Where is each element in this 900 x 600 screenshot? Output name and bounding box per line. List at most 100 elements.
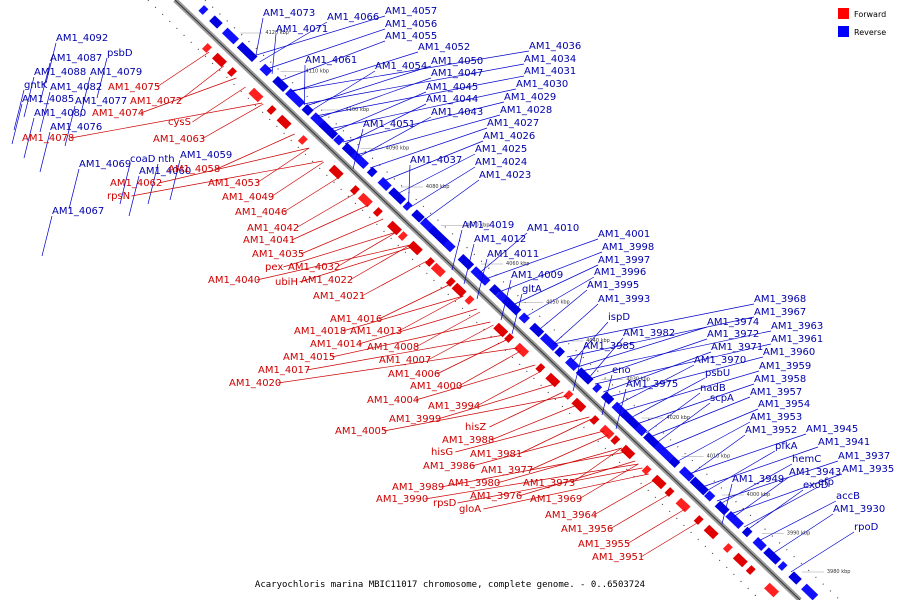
forward-gene-label: hisZ — [465, 422, 486, 433]
forward-leader-line — [178, 65, 224, 102]
reverse-leader-line — [41, 215, 53, 257]
reverse-gene-arrow — [600, 391, 615, 405]
forward-gene-label: AM1_3999 — [389, 414, 441, 425]
reverse-gene-arrow — [341, 142, 357, 158]
forward-gene-label: AM1_4063 — [153, 134, 205, 145]
forward-gene-label: AM1_4018 — [294, 326, 346, 337]
reverse-leader-line — [96, 57, 108, 99]
reverse-gene-arrow — [333, 134, 345, 146]
forward-gene-label: AM1_3964 — [545, 510, 597, 521]
forward-gene-arrow — [693, 515, 704, 525]
reverse-leader-line — [23, 117, 35, 159]
reverse-leader-line — [79, 76, 91, 118]
reverse-gene-label: AM1_4036 — [529, 41, 581, 52]
reverse-leader-line — [743, 486, 819, 528]
reverse-gene-arrow — [714, 500, 730, 516]
reverse-leader-line — [571, 321, 609, 363]
forward-gene-arrow — [535, 363, 546, 373]
forward-gene-label: AM1_4049 — [222, 192, 274, 203]
reverse-gene-label: AM1_3967 — [754, 307, 806, 318]
reverse-gene-label: AM1_3935 — [842, 464, 894, 475]
forward-leader-line — [158, 147, 310, 184]
reverse-leader-line — [512, 264, 599, 306]
reverse-gene-arrow — [763, 547, 782, 565]
reverse-gene-label: eno — [612, 365, 631, 376]
reverse-leader-line — [451, 229, 463, 271]
forward-gene-label: AM1_4015 — [283, 352, 335, 363]
reverse-leader-line — [656, 402, 711, 444]
reverse-leader-line — [315, 75, 525, 117]
reverse-gene-label: AM1_4061 — [305, 55, 357, 66]
kbp-tick-label: 3990 kbp — [787, 531, 811, 537]
reverse-gene-label: AM1_4092 — [56, 33, 108, 44]
forward-leader-line — [299, 246, 413, 283]
kbp-tick-group: 4120 kbp 4110 kbp 4100 kbp 4090 kbp 4080 kbp… — [240, 30, 850, 575]
reverse-leader-line — [538, 289, 588, 331]
reverse-leader-line — [423, 179, 480, 221]
forward-leader-line — [457, 467, 643, 504]
forward-gene-arrow — [451, 282, 467, 298]
forward-gene-arrow — [387, 220, 402, 236]
kbp-tick-label: 4110 kbp — [306, 69, 330, 75]
reverse-leader-line — [396, 153, 476, 195]
reverse-gene-label: AM1_4076 — [50, 122, 102, 133]
forward-leader-line — [626, 508, 686, 545]
kbp-tick-label: 4020 kbp — [666, 415, 690, 421]
forward-leader-line — [156, 51, 210, 88]
reverse-gene-label: accB — [836, 491, 860, 502]
reverse-gene-label: AM1_4047 — [431, 68, 483, 79]
reverse-gene-label: AM1_4056 — [385, 19, 437, 30]
reverse-leader-line — [594, 343, 772, 385]
forward-gene-label: AM1_4013 — [350, 326, 402, 337]
forward-leader-line — [593, 479, 656, 516]
reverse-gene-label: AM1_4012 — [474, 234, 526, 245]
reverse-gene-label: AM1_4052 — [418, 42, 470, 53]
reverse-leader-line — [45, 42, 57, 84]
reverse-leader-line — [11, 103, 23, 145]
forward-gene-arrow — [745, 565, 756, 575]
reverse-gene-label: AM1_4071 — [276, 24, 328, 35]
forward-gene-label: AM1_4035 — [252, 249, 304, 260]
forward-gene-arrow — [664, 487, 675, 497]
reverse-leader-line — [303, 63, 525, 105]
reverse-leader-line — [39, 131, 51, 173]
reverse-gene-arrow — [539, 332, 559, 352]
forward-leader-line — [70, 102, 263, 139]
forward-gene-arrow — [266, 105, 277, 115]
reverse-gene-arrow — [565, 357, 580, 371]
reverse-leader-line — [253, 15, 386, 57]
forward-gene-arrow — [545, 372, 561, 388]
forward-gene-arrow — [328, 164, 344, 180]
reverse-gene-arrow — [703, 490, 716, 502]
reverse-leader-line — [356, 114, 501, 156]
reverse-gene-arrow — [592, 383, 603, 393]
forward-leader-line — [437, 383, 556, 420]
forward-gene-label: AM1_3988 — [442, 435, 494, 446]
forward-gene-label: AM1_4062 — [110, 178, 162, 189]
reverse-gene-label: AM1_3993 — [598, 294, 650, 305]
forward-gene-arrow — [407, 240, 423, 256]
forward-gene-label: AM1_4020 — [229, 378, 281, 389]
reverse-leader-line — [636, 383, 755, 425]
reverse-leader-line — [525, 276, 595, 318]
forward-gene-label: AM1_4058 — [168, 164, 220, 175]
forward-leader-line — [424, 463, 639, 500]
reverse-leader-line — [702, 446, 819, 488]
reverse-gene-label: AM1_4085 — [22, 94, 74, 105]
forward-gene-arrow — [349, 185, 360, 195]
forward-gene-arrow — [620, 444, 636, 460]
forward-gene-label: gloA — [459, 504, 481, 515]
legend-reverse-label: Reverse — [854, 28, 886, 37]
reverse-gene-label: AM1_4080 — [34, 108, 86, 119]
reverse-gene-label: AM1_3943 — [789, 467, 841, 478]
reverse-gene-label: AM1_4029 — [504, 92, 556, 103]
forward-gene-arrow — [703, 524, 719, 540]
reverse-gene-label: AM1_4079 — [90, 67, 142, 78]
forward-gene-arrow — [563, 390, 574, 400]
forward-gene-label: AM1_4042 — [247, 223, 299, 234]
reverse-leader-line — [615, 388, 627, 430]
reverse-gene-arrow — [653, 442, 674, 462]
forward-gene-arrow — [276, 114, 292, 130]
reverse-leader-line — [758, 500, 837, 542]
